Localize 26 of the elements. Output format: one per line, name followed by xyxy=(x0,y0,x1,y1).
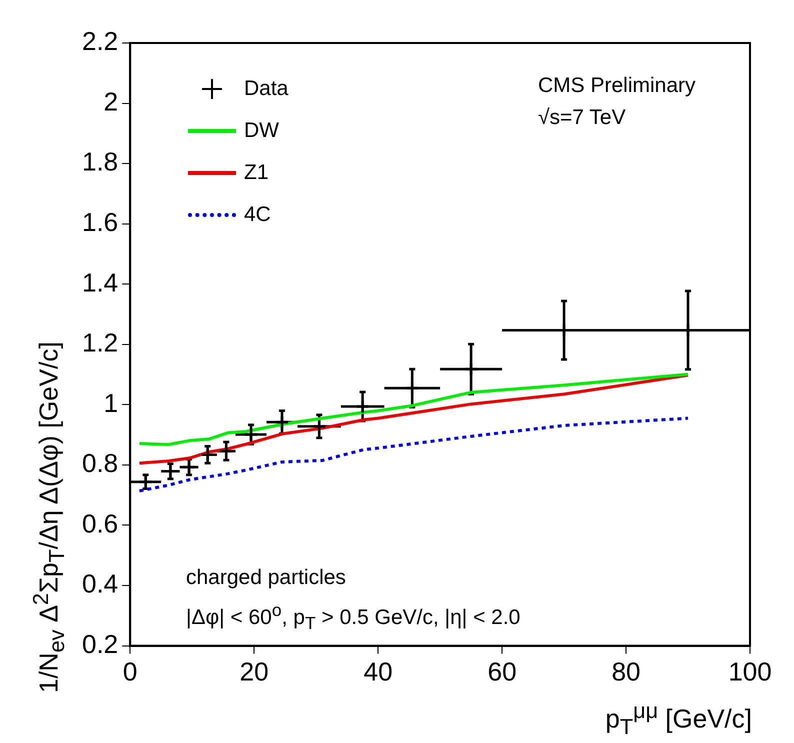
x-tick-label: 80 xyxy=(612,656,640,687)
x-tick-label: 60 xyxy=(488,656,517,687)
y-tick-label: 2.2 xyxy=(82,26,118,56)
y-tick-label: 0.6 xyxy=(82,508,118,538)
y-tick-label: 1.6 xyxy=(82,207,118,238)
x-tick-label: 40 xyxy=(364,656,393,687)
legend-label: DW xyxy=(244,119,279,143)
y-tick-label: 0.8 xyxy=(82,448,118,478)
x-tick-label: 0 xyxy=(122,656,138,687)
annotation: |Δφ| < 60$^{o}$, p$_{T}$ > 0.5 GeV/c, |η| < 2.0 xyxy=(186,600,520,634)
legend-label: Data xyxy=(244,77,288,101)
y-tick-label: 1.4 xyxy=(82,267,118,298)
y-tick-label: 0.2 xyxy=(82,628,118,659)
annotation: CMS Preliminary xyxy=(538,74,696,98)
legend-label: 4C xyxy=(244,203,271,227)
y-tick-label: 1.2 xyxy=(82,328,118,358)
x-axis-title: p$_{T}$$^{μμ}$ [GeV/c] xyxy=(605,698,752,740)
y-tick-label: 1 xyxy=(104,388,118,418)
annotation: charged particles xyxy=(186,566,346,590)
y-tick-label: 0.4 xyxy=(82,568,118,599)
legend-label: Z1 xyxy=(244,161,269,185)
x-tick-label: 100 xyxy=(728,656,772,687)
y-tick-label: 1.8 xyxy=(82,146,118,177)
y-tick-label: 2 xyxy=(104,86,118,116)
annotation: √s=7 TeV xyxy=(538,106,626,130)
x-tick-label: 20 xyxy=(240,656,269,687)
